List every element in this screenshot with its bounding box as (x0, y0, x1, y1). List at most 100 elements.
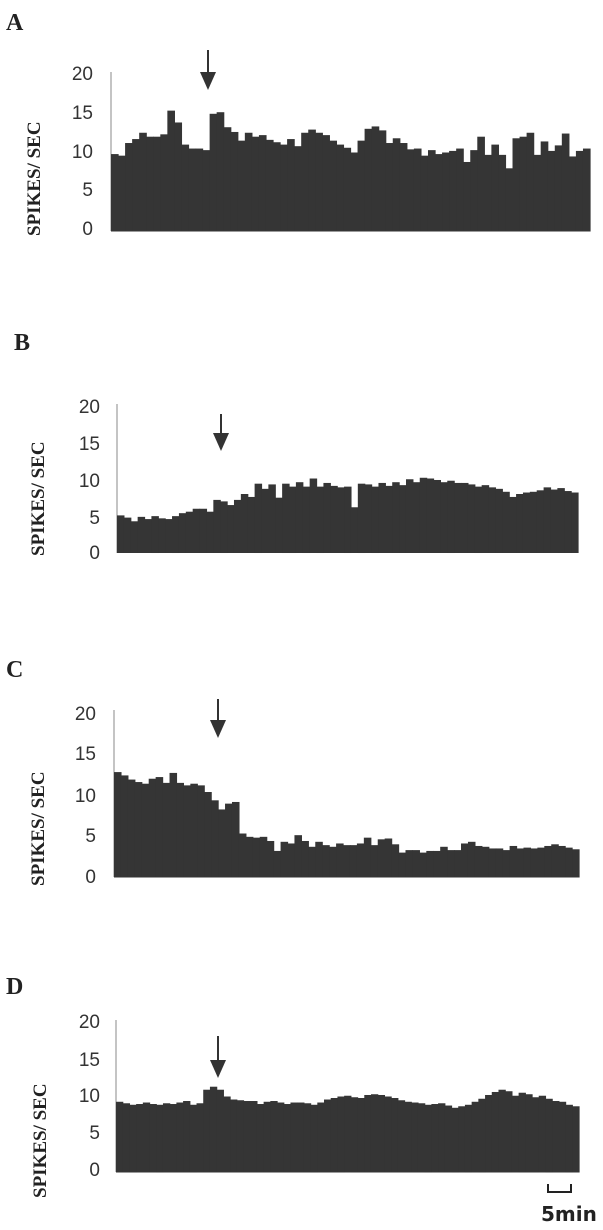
bar-b-22 (261, 488, 269, 553)
bar-a-12 (188, 148, 197, 232)
bar-c-32 (329, 846, 337, 878)
bar-a-53 (477, 136, 485, 232)
y-tick-label-a-20: 20 (72, 64, 93, 85)
bar-d-54 (471, 1101, 479, 1173)
bar-c-49 (447, 850, 455, 878)
bar-b-39 (378, 482, 386, 553)
bar-b-58 (509, 496, 517, 553)
bar-a-50 (456, 148, 464, 232)
bar-d-14 (203, 1089, 211, 1173)
bar-c-39 (377, 839, 386, 878)
y-tick-label-a-5: 5 (82, 180, 93, 201)
bar-b-45 (419, 477, 428, 553)
bar-a-29 (308, 129, 316, 232)
bar-d-38 (364, 1094, 372, 1173)
bar-c-18 (231, 801, 240, 878)
bar-c-25 (280, 841, 289, 878)
panel-b: B SPIKES/ SEC 20 15 10 5 0 (14, 330, 579, 564)
bar-d-66 (552, 1101, 560, 1173)
bar-b-36 (357, 483, 366, 554)
bar-d-51 (451, 1107, 459, 1173)
bar-c-57 (502, 850, 511, 878)
bar-c-3 (127, 779, 136, 878)
y-tick-label-b-15: 15 (79, 434, 100, 455)
bar-a-59 (519, 136, 528, 232)
bar-a-52 (470, 150, 478, 232)
bar-c-20 (245, 836, 254, 878)
bar-c-6 (148, 778, 157, 878)
bar-c-40 (384, 838, 393, 878)
arrow-head-a (200, 72, 216, 90)
bar-d-35 (344, 1095, 352, 1173)
bar-d-43 (397, 1100, 406, 1173)
bar-c-41 (391, 844, 400, 878)
bar-d-12 (189, 1104, 198, 1173)
bar-d-20 (243, 1101, 251, 1173)
bar-a-67 (575, 150, 584, 232)
bar-d-44 (404, 1101, 412, 1173)
y-tick-label-a-15: 15 (72, 103, 93, 124)
bar-b-9 (172, 516, 180, 554)
y-tick-label-b-0: 0 (89, 543, 100, 564)
bar-a-57 (505, 168, 514, 232)
bar-a-60 (526, 132, 535, 232)
bar-b-13 (199, 508, 208, 553)
bar-c-29 (308, 846, 316, 878)
bar-d-15 (209, 1086, 218, 1173)
bar-b-67 (571, 492, 579, 553)
bar-c-13 (197, 785, 205, 878)
bar-d-60 (511, 1095, 520, 1173)
bar-d-8 (162, 1103, 171, 1173)
bar-series-b (117, 477, 579, 554)
bar-b-10 (178, 513, 187, 553)
bar-b-31 (323, 482, 331, 553)
bar-a-26 (287, 139, 295, 232)
bar-a-62 (540, 141, 549, 232)
bar-c-35 (349, 845, 358, 878)
bar-b-56 (495, 488, 503, 553)
bar-c-59 (516, 848, 525, 878)
bar-d-42 (391, 1098, 399, 1173)
y-tick-label-b-10: 10 (79, 471, 100, 492)
panel-label-a: A (6, 10, 24, 36)
bar-a-63 (547, 150, 556, 232)
bar-d-9 (169, 1104, 177, 1173)
y-tick-label-a-0: 0 (82, 219, 93, 240)
bar-d-2 (122, 1103, 131, 1173)
bar-c-17 (225, 803, 233, 878)
bar-a-13 (195, 148, 204, 232)
bar-d-21 (250, 1101, 258, 1173)
bar-a-14 (202, 150, 211, 232)
bar-b-28 (302, 486, 311, 554)
bar-b-30 (316, 486, 325, 554)
bar-d-64 (538, 1095, 547, 1173)
bar-b-19 (240, 494, 249, 553)
bar-d-48 (431, 1104, 439, 1173)
bar-c-55 (488, 848, 497, 878)
bar-b-24 (275, 497, 283, 553)
bar-b-18 (233, 499, 242, 553)
bar-a-33 (336, 144, 345, 232)
panel-label-b: B (14, 330, 30, 356)
bar-b-49 (447, 480, 455, 554)
bar-c-44 (412, 850, 420, 878)
bar-a-19 (237, 140, 246, 232)
bar-c-67 (572, 849, 580, 878)
bar-b-47 (433, 479, 441, 553)
bar-b-20 (247, 496, 256, 553)
bar-c-16 (218, 809, 226, 878)
y-tick-label-c-5: 5 (85, 826, 96, 847)
bar-c-36 (356, 843, 365, 878)
stimulus-arrow-b (213, 414, 229, 451)
bar-d-62 (525, 1094, 533, 1173)
bar-a-28 (301, 132, 309, 232)
y-tick-label-d-5: 5 (89, 1123, 100, 1144)
panel-c: C SPIKES/ SEC 20 15 10 5 0 (6, 657, 580, 888)
bar-b-27 (295, 482, 304, 553)
bar-d-45 (411, 1102, 419, 1173)
y-axis-label-b: SPIKES/ SEC (28, 441, 49, 556)
bar-b-5 (144, 519, 152, 553)
bar-a-20 (244, 132, 253, 232)
bar-a-15 (209, 113, 218, 232)
bar-b-63 (543, 487, 552, 553)
